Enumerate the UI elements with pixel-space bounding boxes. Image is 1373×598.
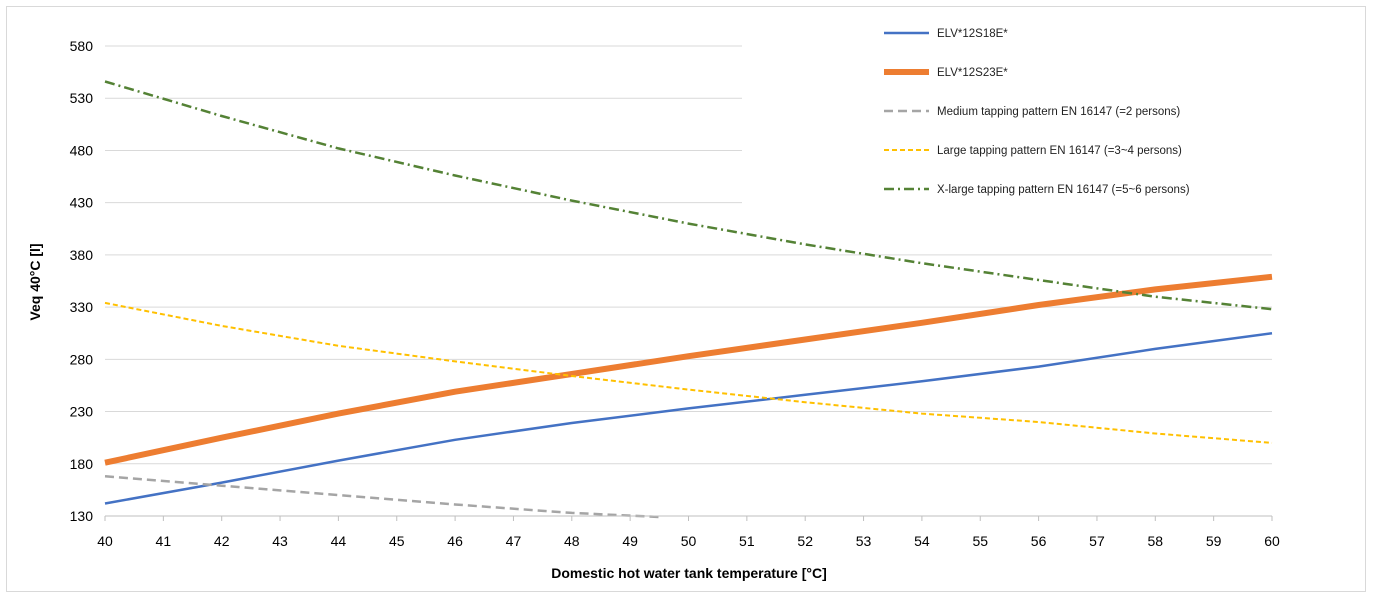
x-tick-label-9: 49 [622,533,638,549]
legend-label-2: Medium tapping pattern EN 16147 (=2 pers… [937,106,1180,118]
y-tick-label-9: 580 [70,38,94,54]
legend: ELV*12S18E* ELV*12S23E* Medium tapping pat… [742,14,1302,204]
x-tick-labels: 40 41 42 43 44 45 46 47 48 49 50 51 52 53 54 55 56 57 58 59… [97,533,1280,549]
x-tick-label-0: 40 [97,533,113,549]
x-tick-label-11: 51 [739,533,755,549]
x-tick-label-13: 53 [856,533,872,549]
y-tick-label-2: 230 [70,404,94,420]
y-tick-label-6: 430 [70,195,94,211]
x-tick-label-6: 46 [447,533,463,549]
series-lines [104,80,1273,519]
y-tick-label-1: 180 [70,456,94,472]
y-tick-labels: 130 180 230 280 330 380 430 480 530 580 [70,38,94,524]
series-line-2 [104,475,660,519]
legend-label-0: ELV*12S18E* [937,28,1008,40]
x-tick-label-12: 52 [797,533,813,549]
x-tick-label-8: 48 [564,533,580,549]
chart-frame [6,6,1366,592]
y-tick-label-5: 380 [70,247,94,263]
x-tick-label-7: 47 [506,533,522,549]
legend-label-1: ELV*12S23E* [937,67,1008,79]
y-tick-label-0: 130 [70,508,94,524]
x-tick-label-19: 59 [1206,533,1222,549]
series-line-0 [104,331,1273,505]
x-tick-label-14: 54 [914,533,930,549]
series-line-4 [104,80,1273,311]
legend-background [742,14,1302,204]
x-axis-title: Domestic hot water tank temperature [°C] [551,565,827,581]
x-tick-label-16: 56 [1031,533,1047,549]
x-tick-label-17: 57 [1089,533,1105,549]
axes [104,515,1273,521]
x-tick-label-10: 50 [681,533,697,549]
series-line-1 [104,273,1273,466]
x-tick-label-2: 42 [214,533,230,549]
legend-label-4: X-large tapping pattern EN 16147 (=5~6 p… [937,184,1190,196]
x-tick-label-4: 44 [331,533,347,549]
y-axis-title: Veq 40°C [l] [27,243,43,320]
x-tick-label-1: 41 [156,533,172,549]
y-tick-label-4: 330 [70,299,94,315]
y-tick-label-8: 530 [70,90,94,106]
series-line-3 [104,301,1273,444]
y-tick-label-3: 280 [70,351,94,367]
x-tick-label-15: 55 [972,533,988,549]
x-tick-label-3: 43 [272,533,288,549]
x-tick-label-5: 45 [389,533,405,549]
x-tick-label-20: 60 [1264,533,1280,549]
x-tick-label-18: 58 [1148,533,1164,549]
legend-label-3: Large tapping pattern EN 16147 (=3~4 per… [937,145,1182,157]
y-tick-label-7: 480 [70,142,94,158]
